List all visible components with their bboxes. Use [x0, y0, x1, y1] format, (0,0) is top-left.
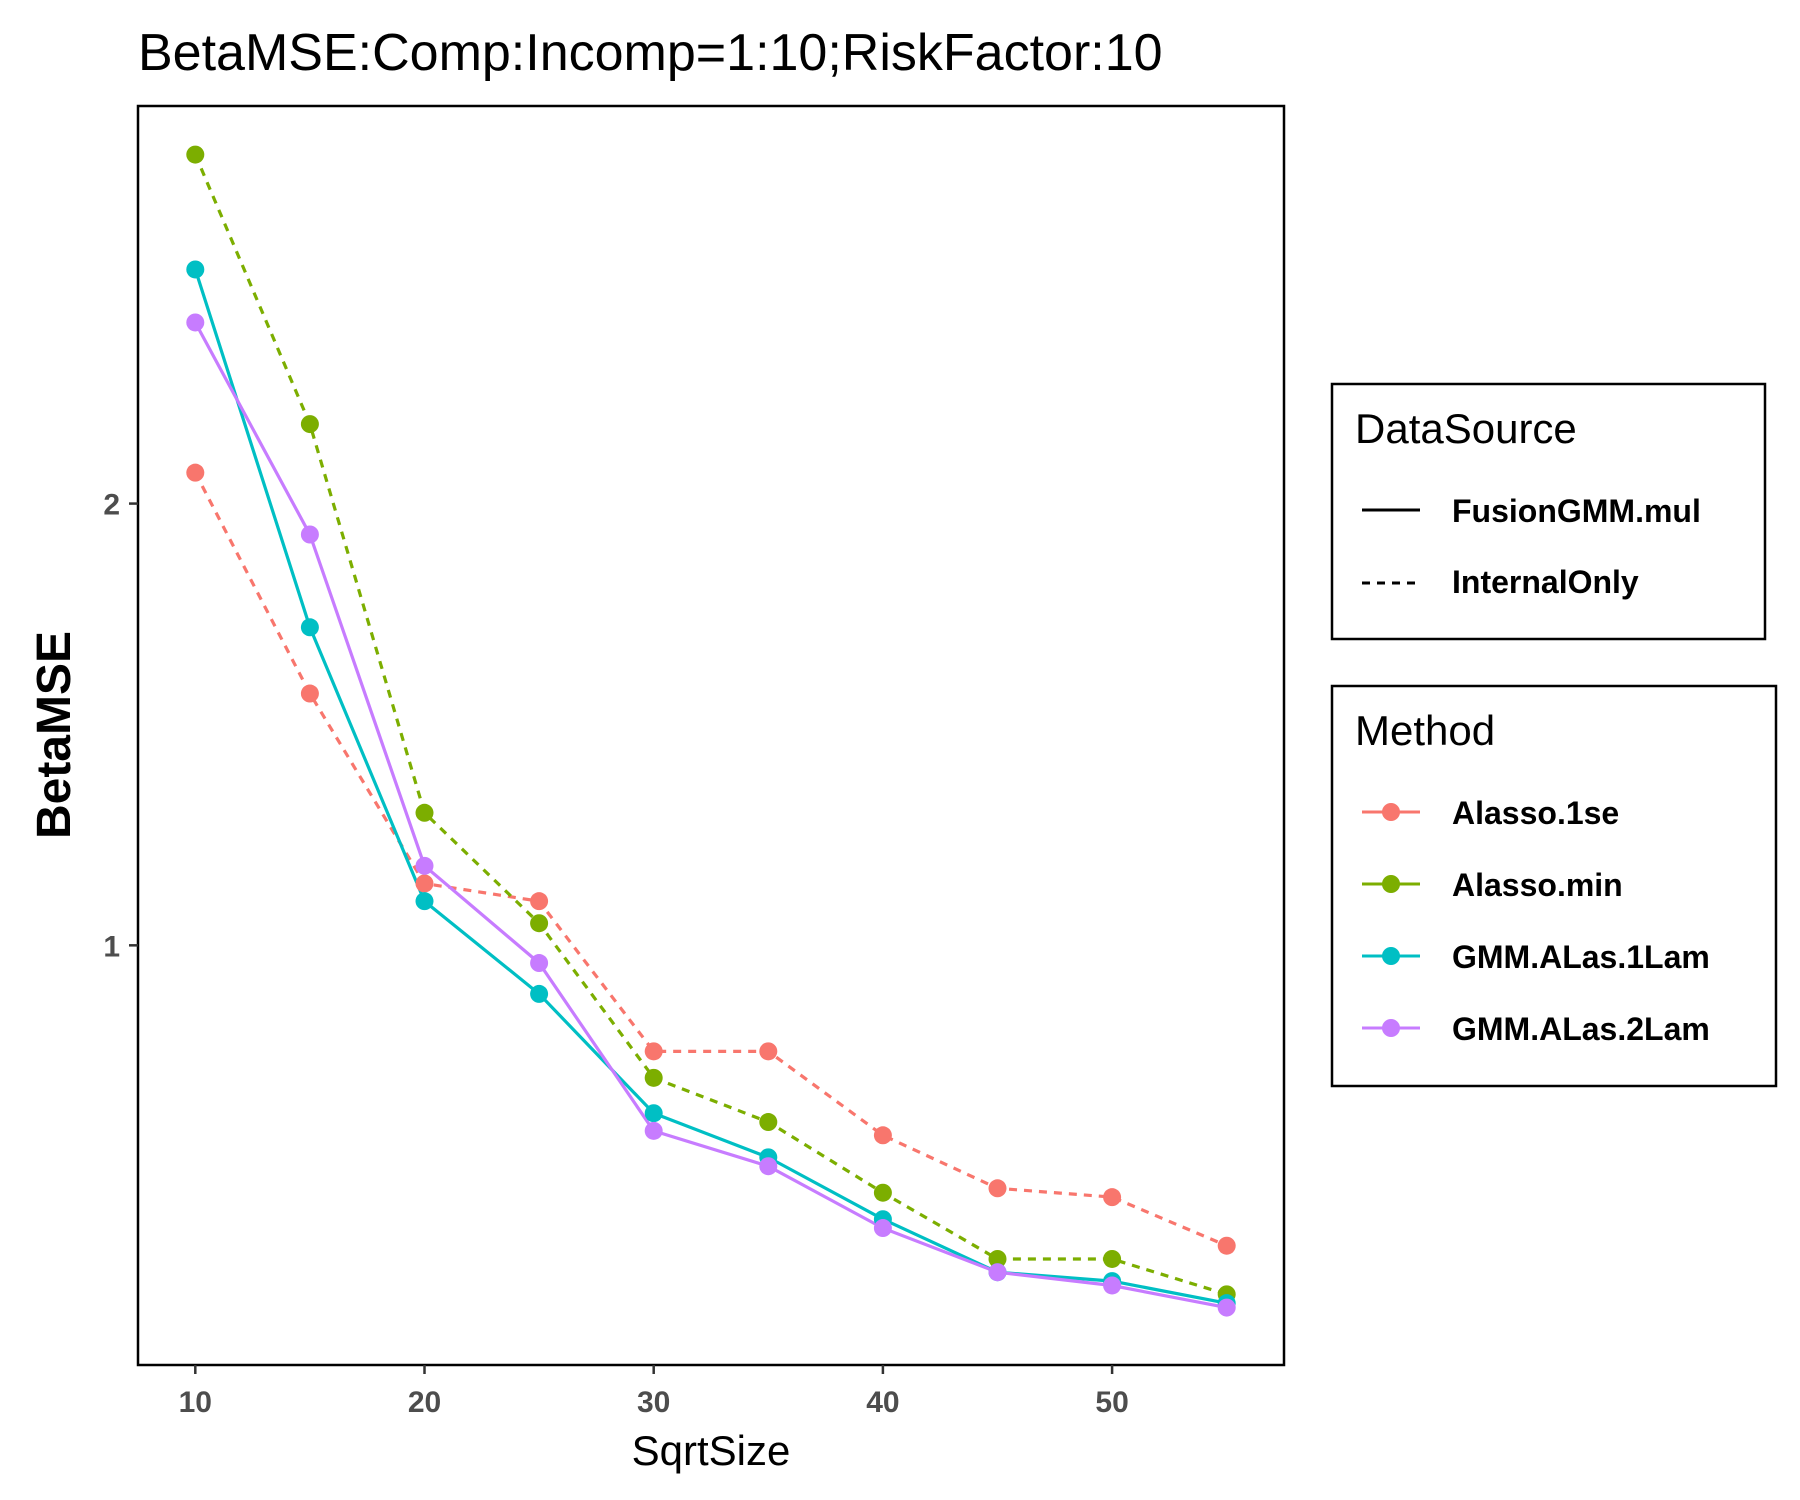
y-tick-label: 1 — [103, 930, 120, 963]
plot-panel — [136, 104, 1286, 1367]
y-axis: 12 — [103, 489, 138, 963]
legend-method-point-swatch — [1382, 1019, 1400, 1037]
point-alasso-min — [530, 914, 549, 933]
point-gmm-alas-2lam — [873, 1219, 892, 1238]
legend-method-point-swatch — [1382, 803, 1400, 821]
point-alasso-1se — [873, 1126, 892, 1145]
legend-method-box — [1330, 684, 1778, 1088]
x-tick-label: 50 — [1095, 1386, 1128, 1419]
legend-method-label: Alasso.1se — [1452, 795, 1619, 831]
point-gmm-alas-2lam — [530, 954, 549, 973]
legend-method-title: Method — [1355, 707, 1495, 754]
legend-method-items: Alasso.1se Alasso.min GMM.ALas.1Lam GMM.ALa… — [1362, 795, 1710, 1047]
x-tick-label: 10 — [179, 1386, 212, 1419]
legend-method-label: Alasso.min — [1452, 867, 1623, 903]
point-alasso-min — [873, 1183, 892, 1202]
point-alasso-min — [186, 145, 205, 164]
x-tick-label: 40 — [866, 1386, 899, 1419]
series-line-alasso-1se — [193, 471, 1228, 1248]
x-tick-label: 20 — [408, 1386, 441, 1419]
point-alasso-1se — [644, 1042, 663, 1061]
chart-title: BetaMSE:Comp:Incomp=1:10;RiskFactor:10 — [138, 24, 1163, 82]
point-alasso-1se — [415, 874, 434, 893]
point-alasso-min — [759, 1113, 778, 1132]
x-axis: 10 20 30 40 50 — [179, 1365, 1129, 1419]
point-alasso-1se — [186, 463, 205, 482]
legend-method-point-swatch — [1382, 947, 1400, 965]
point-gmm-alas-2lam — [988, 1263, 1007, 1282]
series-layer — [186, 145, 1236, 1317]
point-alasso-1se — [530, 892, 549, 911]
point-alasso-1se — [300, 684, 319, 703]
y-axis-title: BetaMSE — [28, 631, 81, 839]
legend-method: Method Alasso.1se Alasso.min GMM.ALas.1Lam… — [1330, 684, 1778, 1088]
point-gmm-alas-2lam — [644, 1121, 663, 1140]
point-alasso-min — [300, 415, 319, 434]
point-alasso-min — [1103, 1249, 1122, 1268]
point-gmm-alas-1lam — [415, 892, 434, 911]
point-gmm-alas-2lam — [300, 525, 319, 544]
point-gmm-alas-2lam — [1217, 1298, 1236, 1317]
legend-method-label: GMM.ALas.2Lam — [1452, 1011, 1710, 1047]
point-gmm-alas-2lam — [1103, 1276, 1122, 1295]
point-gmm-alas-1lam — [530, 984, 549, 1003]
point-gmm-alas-1lam — [644, 1104, 663, 1123]
point-gmm-alas-1lam — [186, 260, 205, 279]
legend-datasource-title: DataSource — [1355, 405, 1577, 452]
point-gmm-alas-2lam — [186, 313, 205, 332]
point-alasso-1se — [1103, 1188, 1122, 1207]
x-tick-label: 30 — [637, 1386, 670, 1419]
point-alasso-min — [415, 803, 434, 822]
series-line-gmm-alas-1lam — [193, 268, 1228, 1305]
point-alasso-min — [644, 1068, 663, 1087]
y-tick-label: 2 — [103, 489, 120, 522]
point-alasso-min — [988, 1249, 1007, 1268]
point-gmm-alas-1lam — [300, 618, 319, 637]
point-alasso-1se — [759, 1042, 778, 1061]
legend-datasource: DataSource FusionGMM.mul InternalOnly — [1330, 382, 1767, 641]
point-gmm-alas-2lam — [759, 1157, 778, 1176]
legend-item-fusiongmm: FusionGMM.mul — [1452, 493, 1701, 529]
x-axis-title: SqrtSize — [632, 1427, 791, 1474]
series-line-gmm-alas-2lam — [193, 321, 1228, 1310]
legend-item-internalonly: InternalOnly — [1452, 564, 1639, 600]
point-alasso-1se — [988, 1179, 1007, 1198]
legend-method-label: GMM.ALas.1Lam — [1452, 939, 1710, 975]
point-alasso-1se — [1217, 1236, 1236, 1255]
point-gmm-alas-2lam — [415, 856, 434, 875]
legend-method-point-swatch — [1382, 875, 1400, 893]
series-line-alasso-min — [193, 153, 1228, 1296]
